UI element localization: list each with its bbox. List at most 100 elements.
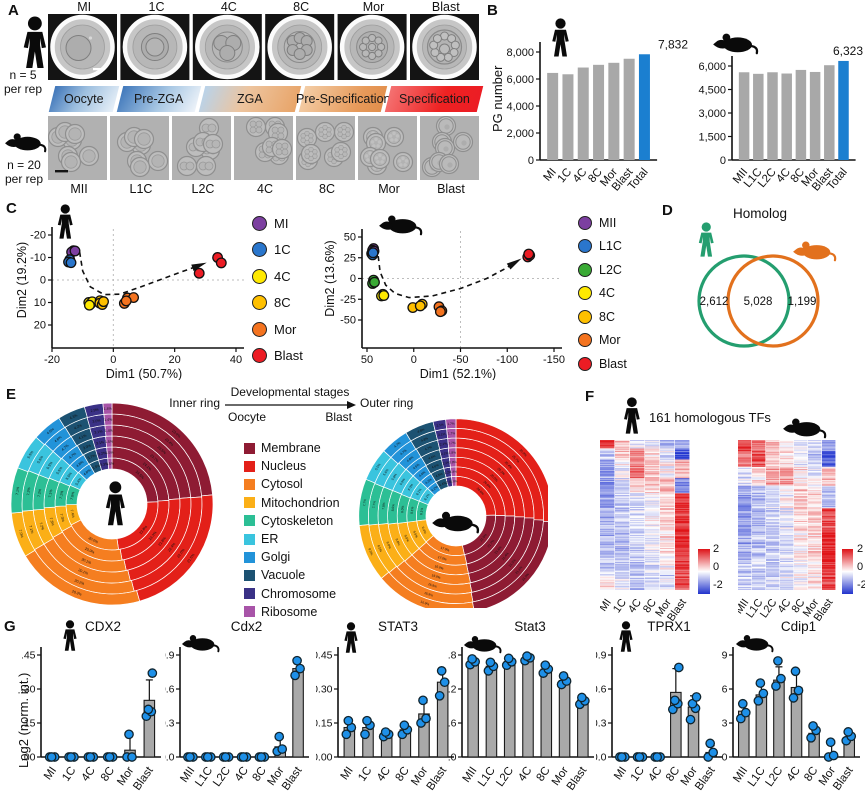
svg-text:MI: MI [600, 597, 614, 614]
svg-text:4.1%: 4.1% [78, 433, 88, 440]
bar-Blast [292, 668, 304, 758]
svg-text:0.69: 0.69 [722, 650, 728, 662]
svg-text:17.0%: 17.0% [440, 546, 450, 553]
svg-text:8.1%: 8.1% [410, 506, 415, 514]
svg-text:7.1%: 7.1% [48, 488, 53, 498]
svg-text:4.6%: 4.6% [46, 427, 55, 436]
legend-dot [252, 215, 267, 231]
legend-item-4C: 4C [252, 263, 303, 290]
legend-item-Mor: Mor [578, 329, 627, 353]
svg-text:Blast: Blast [693, 764, 718, 792]
legend-item-8C: 8C [252, 290, 303, 317]
svg-text:4,500: 4,500 [698, 85, 726, 97]
svg-text:6.0%: 6.0% [407, 483, 414, 491]
svg-text:0.30: 0.30 [22, 684, 36, 696]
bar-4C [781, 73, 792, 160]
svg-text:23.0%: 23.0% [171, 429, 182, 439]
svg-text:6.1%: 6.1% [423, 493, 430, 501]
data-point [808, 721, 818, 731]
stage-segment-Oocyte: Oocyte [48, 86, 120, 112]
svg-text:20: 20 [34, 320, 46, 332]
svg-text:4,000: 4,000 [506, 101, 534, 113]
svg-text:4C: 4C [375, 765, 393, 784]
svg-text:MI: MI [612, 765, 629, 782]
svg-text:21.6%: 21.6% [494, 545, 503, 555]
sunburst-seg-Ribosome [445, 418, 457, 430]
human-stage-labels: MI 1C 4C 8C Mor Blast [48, 0, 482, 14]
svg-text:1.8%: 1.8% [450, 479, 458, 483]
svg-text:3.5%: 3.5% [92, 463, 102, 470]
human-icon [619, 621, 633, 652]
data-point [467, 654, 477, 664]
colorbar-mouse: 2 0 -2 [842, 544, 865, 594]
svg-text:0.3: 0.3 [596, 718, 607, 730]
data-point [238, 752, 249, 762]
svg-text:MI: MI [42, 765, 59, 782]
data-point [691, 692, 702, 702]
embryo-image-human [120, 14, 190, 80]
svg-text:21.3%: 21.3% [508, 558, 517, 568]
svg-text:0.46: 0.46 [722, 684, 728, 696]
svg-text:2.2%: 2.2% [442, 460, 450, 465]
bar-8C [540, 668, 553, 758]
data-point [771, 681, 781, 691]
legend-item-1C: 1C [252, 237, 303, 264]
svg-text:24.1%: 24.1% [142, 462, 153, 472]
svg-text:3,000: 3,000 [698, 108, 726, 120]
svg-text:1.8: 1.8 [448, 650, 457, 662]
human-n-label: n = 5 per rep [3, 68, 43, 96]
pca-point-Blast [193, 267, 205, 279]
mouse-embryo-images [48, 116, 479, 180]
human-icon [57, 204, 73, 239]
svg-text:3.1%: 3.1% [94, 429, 104, 435]
data-point [46, 752, 57, 762]
data-point [788, 693, 799, 703]
legend-swatch [244, 515, 255, 527]
pca-legend-mouse: MII L1C L2C 4C 8C Mor Blast [578, 211, 627, 376]
svg-text:4.4%: 4.4% [418, 470, 426, 478]
stage-label-4C: 4C [257, 182, 273, 196]
svg-text:5.6%: 5.6% [382, 468, 389, 476]
legend-swatch [244, 606, 255, 618]
sunburst-human: 24.5%23.8%20.0%7.4%7.0%5.4%4.8%3.5% 3.3%1… [10, 402, 214, 606]
data-point [85, 752, 96, 762]
svg-text:16.9%: 16.9% [424, 591, 434, 598]
svg-text:7.0%: 7.0% [70, 491, 76, 501]
svg-text:4C: 4C [626, 597, 644, 615]
bar-MI [547, 72, 559, 160]
svg-text:2.1%: 2.1% [438, 432, 446, 437]
legend-dot [578, 309, 592, 324]
svg-text:1C: 1C [356, 765, 374, 784]
svg-text:5.5%: 5.5% [46, 460, 54, 470]
bar-Total [838, 60, 849, 160]
stage-label-8C: 8C [293, 0, 310, 14]
svg-text:Blast: Blast [565, 764, 590, 792]
svg-text:0.0: 0.0 [165, 752, 175, 764]
svg-text:21.5%: 21.5% [186, 552, 196, 563]
svg-text:21.9%: 21.9% [479, 533, 488, 543]
legend-dot [252, 348, 267, 364]
svg-text:0: 0 [110, 354, 116, 366]
legend-item-Membrane: Membrane [244, 439, 340, 457]
plot-title: TPRX1 [647, 619, 691, 634]
sunburst-seg-Nucleus [455, 418, 548, 522]
data-point [418, 695, 428, 706]
svg-text:7.1%: 7.1% [28, 525, 35, 535]
pca-point-8C [414, 300, 426, 312]
mouse-icon [432, 511, 480, 534]
colorbar-tick: 2 [857, 543, 864, 555]
mouse-n-label: n = 20 per rep [4, 158, 44, 186]
legend-dot [578, 286, 592, 301]
svg-text:-50: -50 [340, 315, 356, 327]
svg-text:21.0%: 21.0% [521, 572, 530, 582]
plot-title: Cdip1 [781, 619, 816, 634]
svg-text:50: 50 [361, 354, 373, 366]
svg-text:0.9: 0.9 [596, 650, 607, 662]
data-point [522, 651, 532, 661]
human-icon [552, 18, 569, 57]
stage-label-Mor: Mor [362, 0, 385, 14]
pca-point-4C [378, 290, 390, 301]
